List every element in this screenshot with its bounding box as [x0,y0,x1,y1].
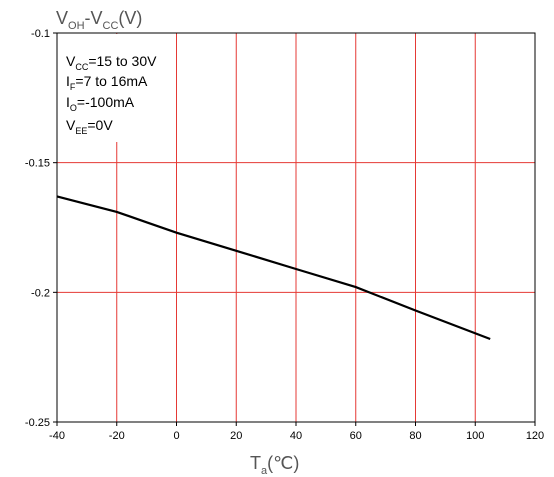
y-axis-title: VOH-VCC(V) [56,8,142,32]
x-tick-label-4: 40 [290,430,302,442]
y-tick-label-0: -0.1 [31,28,50,40]
annotation-line-io: IO=-100mA [66,94,135,113]
conditions-annotation: VCC=15 to 30V IF=7 to 16mA IO=-100mA VEE… [66,53,157,136]
annotation-line-if: IF=7 to 16mA [66,73,148,92]
x-tick-label-3: 20 [230,430,242,442]
annotation-line-vee: VEE=0V [66,117,113,136]
x-tick-label-1: -20 [109,430,125,442]
x-tick-label-8: 120 [526,430,544,442]
x-tick-label-6: 80 [409,430,421,442]
y-tick-label-2: -0.2 [31,287,50,299]
x-tick-label-5: 60 [350,430,362,442]
x-tick-label-2: 0 [173,430,179,442]
series-line [56,195,491,341]
x-tick-label-0: -40 [49,430,65,442]
x-axis-title: Ta(℃) [250,453,299,477]
y-tick-label-3: -0.25 [25,417,50,429]
x-axis-ticks: -40 -20 0 20 40 60 80 100 120 [49,422,544,442]
y-axis-ticks: -0.1 -0.15 -0.2 -0.25 [25,28,57,429]
x-tick-label-7: 100 [466,430,484,442]
annotation-line-vcc: VCC=15 to 30V [66,53,157,72]
y-tick-label-1: -0.15 [25,158,50,170]
annotation-background [58,34,176,142]
